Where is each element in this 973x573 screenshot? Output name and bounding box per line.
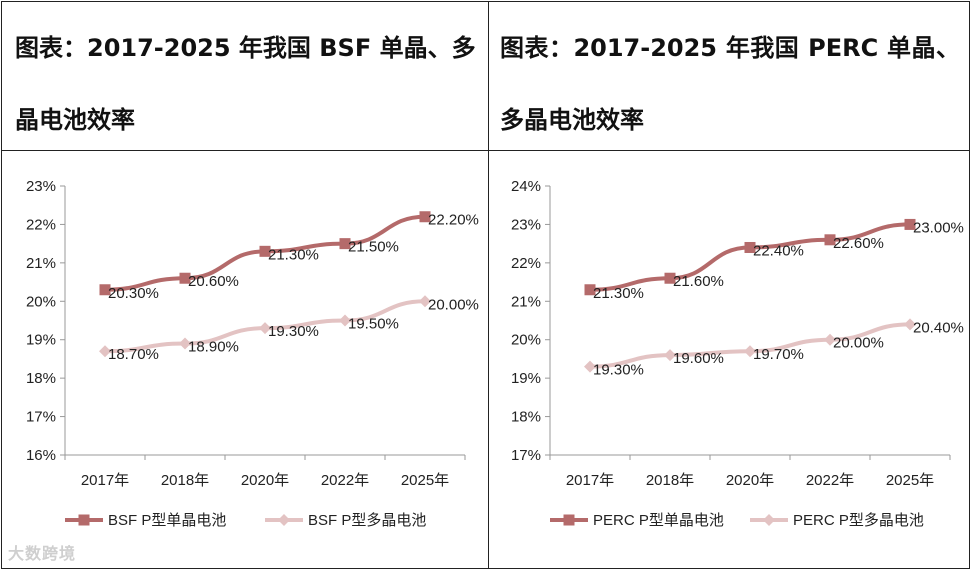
perc-mono-series-data-label: 21.30% xyxy=(593,285,644,302)
bsf-mono-series-data-label: 22.20% xyxy=(428,212,479,229)
perc-poly-series-data-label: 19.60% xyxy=(673,350,724,367)
perc-poly-series-point xyxy=(744,345,756,358)
perc-x-tick-label: 2020年 xyxy=(726,472,774,489)
perc-x-tick-label: 2025年 xyxy=(886,472,934,489)
bsf-x-tick-label: 2018年 xyxy=(161,472,209,489)
bsf-poly-series-point xyxy=(99,345,111,358)
perc-poly-series-point xyxy=(584,360,596,373)
perc-poly-series-data-label: 20.00% xyxy=(833,335,884,352)
perc-mono-series-point xyxy=(584,284,596,296)
chart-title-bsf: 图表：2017-2025 年我国 BSF 单晶、多晶电池效率 xyxy=(15,34,476,134)
perc-x-tick-label: 2018年 xyxy=(646,472,694,489)
bsf-mono-series-point xyxy=(99,284,111,296)
bsf-x-tick-label: 2025年 xyxy=(401,472,449,489)
perc-y-tick-label: 22% xyxy=(511,255,541,272)
bsf-poly-series-data-label: 18.70% xyxy=(108,346,159,363)
perc-y-tick-label: 24% xyxy=(511,178,541,195)
bsf-mono-series-data-label: 21.30% xyxy=(268,246,319,263)
bsf-poly-series-point xyxy=(179,337,191,350)
bsf-efficiency-chart: 16% 17% 18% 19% 20% 21% 22% 23% 2017年 2018年 2020年 2… xyxy=(26,178,479,529)
perc-x-tick-label: 2022年 xyxy=(806,472,854,489)
perc-poly-series-data-label: 19.70% xyxy=(753,346,804,363)
perc-poly-series-point xyxy=(664,349,676,362)
bsf-y-tick-label: 21% xyxy=(26,255,56,272)
perc-mono-series-point xyxy=(904,218,916,230)
perc-mono-series-data-label: 21.60% xyxy=(673,273,724,290)
bsf-y-tick-label: 18% xyxy=(26,370,56,387)
perc-y-tick-label: 18% xyxy=(511,409,541,426)
bsf-y-tick-label: 19% xyxy=(26,332,56,349)
bsf-mono-series-data-label: 20.60% xyxy=(188,273,239,290)
perc-mono-series-data-label: 23.00% xyxy=(913,219,964,236)
bsf-y-tick-label: 20% xyxy=(26,293,56,310)
perc-mono-series-data-label: 22.40% xyxy=(753,242,804,259)
bsf-mono-series-point xyxy=(419,211,431,223)
bsf-poly-series-point xyxy=(259,322,271,335)
bsf-y-tick-label: 17% xyxy=(26,409,56,426)
perc-legend-mono-marker xyxy=(563,514,575,526)
bsf-mono-series-point xyxy=(179,272,191,284)
bsf-mono-series-data-label: 21.50% xyxy=(348,239,399,256)
bsf-x-tick-label: 2017年 xyxy=(81,472,129,489)
perc-poly-series-data-label: 20.40% xyxy=(913,319,964,336)
bsf-x-tick-label: 2020年 xyxy=(241,472,289,489)
chart-title-perc: 图表：2017-2025 年我国 PERC 单晶、多晶电池效率 xyxy=(500,34,960,134)
perc-legend-poly-label: PERC P型多晶电池 xyxy=(793,512,924,529)
perc-y-tick-label: 21% xyxy=(511,293,541,310)
bsf-poly-series-point xyxy=(339,314,351,327)
perc-mono-series-data-label: 22.60% xyxy=(833,235,884,252)
bsf-mono-series-point xyxy=(259,245,271,257)
watermark-text: 大数跨境 xyxy=(8,544,77,563)
perc-mono-series-point xyxy=(824,234,836,246)
bsf-legend-mono-label: BSF P型单晶电池 xyxy=(108,512,226,529)
perc-x-tick-label: 2017年 xyxy=(566,472,614,489)
perc-poly-series-data-label: 19.30% xyxy=(593,362,644,379)
perc-poly-series-point xyxy=(904,318,916,331)
perc-y-tick-label: 20% xyxy=(511,332,541,349)
perc-y-tick-label: 19% xyxy=(511,370,541,387)
bsf-poly-series-point xyxy=(419,295,431,308)
bsf-mono-series-point xyxy=(339,238,351,250)
bsf-y-tick-label: 23% xyxy=(26,178,56,195)
bsf-legend-mono-marker xyxy=(78,514,90,526)
bsf-poly-series-data-label: 19.30% xyxy=(268,323,319,340)
bsf-mono-series-data-label: 20.30% xyxy=(108,285,159,302)
bsf-x-tick-label: 2022年 xyxy=(321,472,369,489)
perc-poly-series-point xyxy=(824,333,836,346)
header-divider xyxy=(1,150,970,151)
perc-efficiency-chart: 17% 18% 19% 20% 21% 22% 23% 24% 2017年 2018年 2020年 2… xyxy=(511,178,964,529)
bsf-legend-poly-label: BSF P型多晶电池 xyxy=(308,512,426,529)
column-divider xyxy=(488,1,489,569)
perc-mono-series-point xyxy=(744,241,756,253)
perc-mono-series-point xyxy=(664,272,676,284)
bsf-poly-series-data-label: 18.90% xyxy=(188,339,239,356)
bsf-legend-poly-marker xyxy=(278,514,290,526)
bsf-y-tick-label: 16% xyxy=(26,447,56,464)
perc-legend-poly-marker xyxy=(763,514,775,526)
bsf-y-tick-label: 22% xyxy=(26,216,56,233)
perc-legend-mono-label: PERC P型单晶电池 xyxy=(593,512,724,529)
bsf-poly-series-data-label: 20.00% xyxy=(428,296,479,313)
bsf-poly-series-data-label: 19.50% xyxy=(348,316,399,333)
perc-y-tick-label: 23% xyxy=(511,216,541,233)
perc-y-tick-label: 17% xyxy=(511,447,541,464)
